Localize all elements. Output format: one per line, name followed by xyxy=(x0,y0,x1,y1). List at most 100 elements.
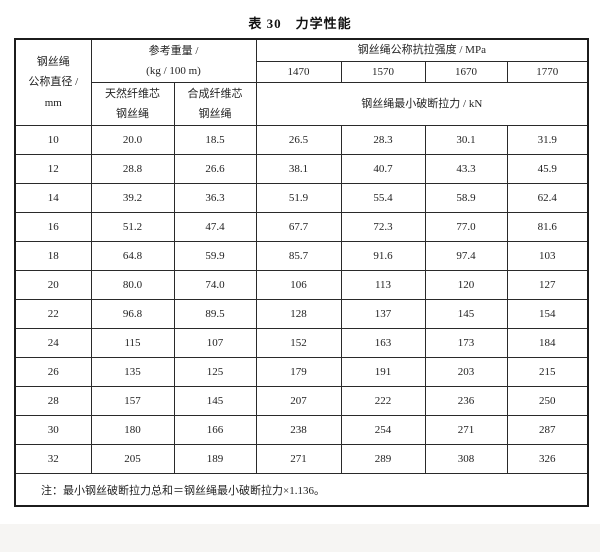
value-cell: 128 xyxy=(255,298,342,329)
header-row-2: 1470 1570 1670 1770 xyxy=(15,60,589,83)
value-cell: 74.0 xyxy=(173,269,257,300)
diameter-cell: 12 xyxy=(14,153,92,184)
diameter-cell: 26 xyxy=(14,356,92,387)
value-cell: 326 xyxy=(506,443,589,474)
value-cell: 189 xyxy=(173,443,257,474)
mechanical-properties-table: 钢丝绳 公称直径 / mm 参考重量 / (kg / 100 m) 钢丝绳公称抗… xyxy=(14,38,590,508)
table-row: 16 51.2 47.4 67.7 72.3 77.0 81.6 xyxy=(14,211,589,242)
header-synthetic-core: 合成纤维芯 钢丝绳 xyxy=(173,81,257,126)
table-header: 钢丝绳 公称直径 / mm 参考重量 / (kg / 100 m) 钢丝绳公称抗… xyxy=(14,38,589,126)
value-cell: 26.6 xyxy=(173,153,257,184)
diameter-cell: 10 xyxy=(14,124,92,155)
value-cell: 47.4 xyxy=(173,211,257,242)
value-cell: 18.5 xyxy=(173,124,257,155)
value-cell: 106 xyxy=(255,269,342,300)
value-cell: 51.9 xyxy=(255,182,342,213)
page-bottom-strip xyxy=(0,524,600,552)
value-cell: 31.9 xyxy=(506,124,589,155)
header-row-1: 钢丝绳 公称直径 / mm 参考重量 / (kg / 100 m) 钢丝绳公称抗… xyxy=(14,38,589,126)
value-cell: 254 xyxy=(340,414,426,445)
header-ref-weight: 参考重量 / (kg / 100 m) xyxy=(90,38,257,83)
value-cell: 64.8 xyxy=(90,240,175,271)
header-strength-1670: 1670 xyxy=(424,60,508,83)
value-cell: 215 xyxy=(506,356,589,387)
value-cell: 85.7 xyxy=(255,240,342,271)
value-cell: 289 xyxy=(340,443,426,474)
value-cell: 43.3 xyxy=(424,153,508,184)
value-cell: 191 xyxy=(340,356,426,387)
table-row: 24 115 107 152 163 173 184 xyxy=(14,327,589,358)
value-cell: 166 xyxy=(173,414,257,445)
value-cell: 81.6 xyxy=(506,211,589,242)
table-row: 32 205 189 271 289 308 326 xyxy=(14,443,589,474)
value-cell: 58.9 xyxy=(424,182,508,213)
value-cell: 28.8 xyxy=(90,153,175,184)
value-cell: 97.4 xyxy=(424,240,508,271)
value-cell: 113 xyxy=(340,269,426,300)
value-cell: 39.2 xyxy=(90,182,175,213)
value-cell: 28.3 xyxy=(340,124,426,155)
table-row: 12 28.8 26.6 38.1 40.7 43.3 45.9 xyxy=(14,153,589,184)
value-cell: 96.8 xyxy=(90,298,175,329)
value-cell: 271 xyxy=(424,414,508,445)
table-footer: 注：最小钢丝破断拉力总和＝钢丝绳最小破断拉力×1.136。 xyxy=(14,472,589,507)
value-cell: 77.0 xyxy=(424,211,508,242)
value-cell: 51.2 xyxy=(90,211,175,242)
value-cell: 163 xyxy=(340,327,426,358)
table-row: 22 96.8 89.5 128 137 145 154 xyxy=(14,298,589,329)
value-cell: 125 xyxy=(173,356,257,387)
value-cell: 62.4 xyxy=(506,182,589,213)
diameter-cell: 22 xyxy=(14,298,92,329)
value-cell: 137 xyxy=(340,298,426,329)
header-strength-1470: 1470 xyxy=(255,60,342,83)
value-cell: 40.7 xyxy=(340,153,426,184)
value-cell: 55.4 xyxy=(340,182,426,213)
value-cell: 203 xyxy=(424,356,508,387)
table-row: 20 80.0 74.0 106 113 120 127 xyxy=(14,269,589,300)
value-cell: 30.1 xyxy=(424,124,508,155)
value-cell: 308 xyxy=(424,443,508,474)
value-cell: 238 xyxy=(255,414,342,445)
diameter-cell: 30 xyxy=(14,414,92,445)
header-strength-title: 钢丝绳公称抗拉强度 / MPa xyxy=(255,38,589,62)
table-body: 10 20.0 18.5 26.5 28.3 30.1 31.9 12 28.8 26.6 38.1… xyxy=(14,124,589,474)
value-cell: 271 xyxy=(255,443,342,474)
header-diameter: 钢丝绳 公称直径 / mm xyxy=(14,38,92,126)
value-cell: 26.5 xyxy=(255,124,342,155)
diameter-cell: 20 xyxy=(14,269,92,300)
value-cell: 179 xyxy=(255,356,342,387)
value-cell: 222 xyxy=(340,385,426,416)
value-cell: 115 xyxy=(90,327,175,358)
diameter-cell: 16 xyxy=(14,211,92,242)
value-cell: 120 xyxy=(424,269,508,300)
value-cell: 103 xyxy=(506,240,589,271)
value-cell: 152 xyxy=(255,327,342,358)
header-row-3: 天然纤维芯 钢丝绳 合成纤维芯 钢丝绳 钢丝绳最小破断拉力 / kN xyxy=(15,81,589,126)
value-cell: 180 xyxy=(90,414,175,445)
table-title: 表 30 力学性能 xyxy=(248,16,352,31)
diameter-cell: 24 xyxy=(14,327,92,358)
table-row: 26 135 125 179 191 203 215 xyxy=(14,356,589,387)
diameter-cell: 28 xyxy=(14,385,92,416)
value-cell: 45.9 xyxy=(506,153,589,184)
table-row: 18 64.8 59.9 85.7 91.6 97.4 103 xyxy=(14,240,589,271)
value-cell: 36.3 xyxy=(173,182,257,213)
note-row: 注：最小钢丝破断拉力总和＝钢丝绳最小破断拉力×1.136。 xyxy=(14,472,589,507)
value-cell: 67.7 xyxy=(255,211,342,242)
table-row: 30 180 166 238 254 271 287 xyxy=(14,414,589,445)
value-cell: 205 xyxy=(90,443,175,474)
table-note: 注：最小钢丝破断拉力总和＝钢丝绳最小破断拉力×1.136。 xyxy=(14,472,589,507)
table-row: 10 20.0 18.5 26.5 28.3 30.1 31.9 xyxy=(14,124,589,155)
value-cell: 59.9 xyxy=(173,240,257,271)
value-cell: 250 xyxy=(506,385,589,416)
value-cell: 154 xyxy=(506,298,589,329)
value-cell: 173 xyxy=(424,327,508,358)
value-cell: 184 xyxy=(506,327,589,358)
value-cell: 127 xyxy=(506,269,589,300)
header-strength-1570: 1570 xyxy=(340,60,426,83)
value-cell: 107 xyxy=(173,327,257,358)
value-cell: 287 xyxy=(506,414,589,445)
value-cell: 89.5 xyxy=(173,298,257,329)
value-cell: 207 xyxy=(255,385,342,416)
